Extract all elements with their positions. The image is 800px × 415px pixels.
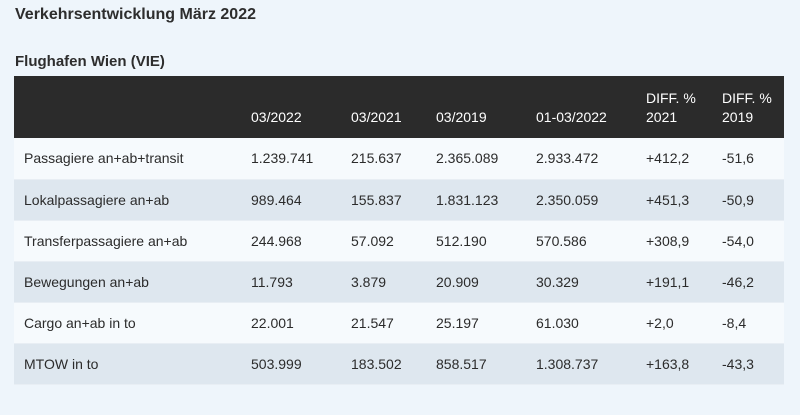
table-cell: 1.239.741 xyxy=(251,150,314,167)
table-cell: 2.933.472 xyxy=(536,150,599,167)
row-label: Cargo an+ab in to xyxy=(24,314,136,331)
table-row: Lokalpassagiere an+ab 989.464 155.837 1.… xyxy=(14,179,784,220)
page-title: Verkehrsentwicklung März 2022 xyxy=(15,6,256,23)
table-cell: -8,4 xyxy=(722,314,747,331)
table-cell: -46,2 xyxy=(722,273,754,290)
row-label: Lokalpassagiere an+ab xyxy=(24,191,170,208)
table-row: MTOW in to 503.999 183.502 858.517 1.308… xyxy=(14,343,784,384)
table-cell: 30.329 xyxy=(536,273,579,290)
table-cell: 25.197 xyxy=(436,314,479,331)
section-title: Flughafen Wien (VIE) xyxy=(15,53,165,70)
table-cell: 57.092 xyxy=(351,232,394,249)
table-cell: 21.547 xyxy=(351,314,394,331)
table-cell: 2.365.089 xyxy=(436,150,499,167)
table-cell: 989.464 xyxy=(251,191,302,208)
row-label: MTOW in to xyxy=(24,355,99,372)
traffic-table: 03/2022 03/2021 03/2019 01-03/2022 DIFF.… xyxy=(14,76,784,385)
table-cell: 3.879 xyxy=(351,273,387,290)
table-cell: 512.190 xyxy=(436,232,487,249)
table-cell: +308,9 xyxy=(646,232,690,249)
table-cell: 1.831.123 xyxy=(436,191,499,208)
row-label: Bewegungen an+ab xyxy=(24,273,149,290)
table-cell: 215.637 xyxy=(351,150,402,167)
table-cell: +451,3 xyxy=(646,191,690,208)
table-cell: 61.030 xyxy=(536,314,579,331)
row-label: Transferpassagiere an+ab xyxy=(24,232,188,249)
table-cell: 1.308.737 xyxy=(536,355,599,372)
header-cell: DIFF. % 2021 xyxy=(646,90,696,125)
table-cell: -43,3 xyxy=(722,355,754,372)
table-row: Cargo an+ab in to 22.001 21.547 25.197 6… xyxy=(14,302,784,343)
table-cell: 183.502 xyxy=(351,355,402,372)
header-cell xyxy=(14,76,241,138)
header-cell: 01-03/2022 xyxy=(536,109,607,125)
table-cell: +2,0 xyxy=(646,314,674,331)
table-cell: 244.968 xyxy=(251,232,302,249)
table-cell: 22.001 xyxy=(251,314,294,331)
table-cell: -51,6 xyxy=(722,150,754,167)
header-cell: DIFF. % 2019 xyxy=(722,90,772,125)
table-row: Bewegungen an+ab 11.793 3.879 20.909 30.… xyxy=(14,261,784,302)
table-cell: 2.350.059 xyxy=(536,191,599,208)
table-cell: 11.793 xyxy=(251,273,293,290)
header-cell: 03/2019 xyxy=(436,109,487,125)
table-cell: -54,0 xyxy=(722,232,754,249)
header-cell: 03/2021 xyxy=(351,109,402,125)
table-cell: 503.999 xyxy=(251,355,302,372)
header-cell: 03/2022 xyxy=(251,109,302,125)
table-cell: 858.517 xyxy=(436,355,487,372)
header-row: 03/2022 03/2021 03/2019 01-03/2022 DIFF.… xyxy=(14,76,784,138)
row-label: Passagiere an+ab+transit xyxy=(24,150,184,167)
table-cell: 20.909 xyxy=(436,273,479,290)
table-body: Passagiere an+ab+transit 1.239.741 215.6… xyxy=(14,138,784,384)
table-cell: 155.837 xyxy=(351,191,402,208)
table-cell: 570.586 xyxy=(536,232,587,249)
table-cell: -50,9 xyxy=(722,191,754,208)
table-row: Passagiere an+ab+transit 1.239.741 215.6… xyxy=(14,138,784,179)
table-cell: +163,8 xyxy=(646,355,690,372)
table-cell: +191,1 xyxy=(646,273,690,290)
table-header: 03/2022 03/2021 03/2019 01-03/2022 DIFF.… xyxy=(14,76,784,138)
table-cell: +412,2 xyxy=(646,150,690,167)
table-row: Transferpassagiere an+ab 244.968 57.092 … xyxy=(14,220,784,261)
